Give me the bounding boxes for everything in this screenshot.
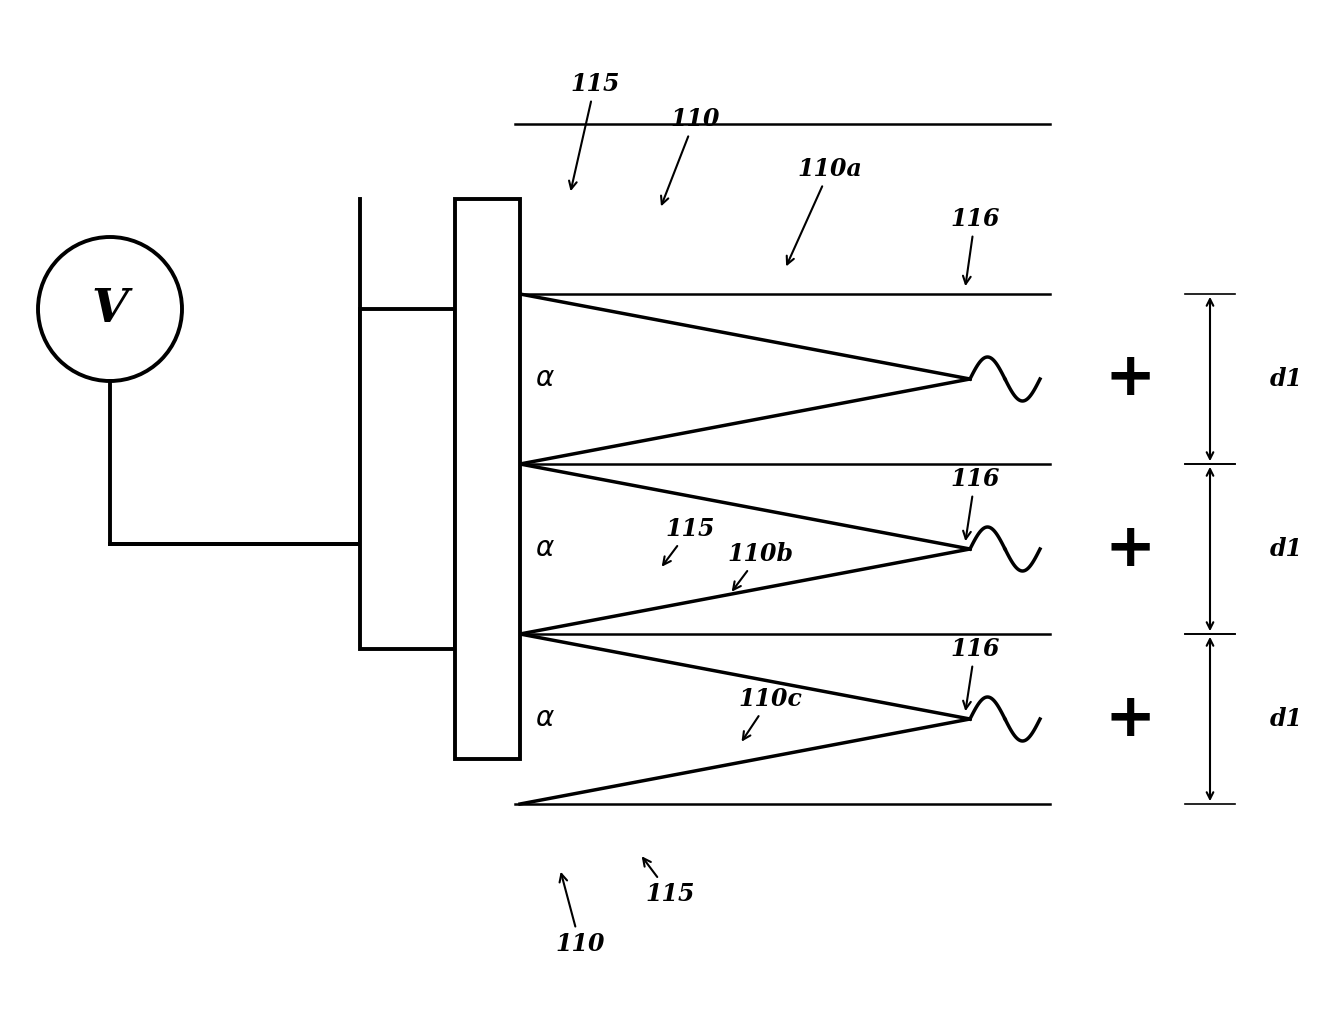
Bar [456,199,519,759]
Text: 110: 110 [661,107,719,204]
Text: 115: 115 [643,858,695,906]
Text: $\alpha$: $\alpha$ [535,365,555,392]
Text: 116: 116 [950,637,1000,709]
Text: $\alpha$: $\alpha$ [535,535,555,563]
Text: 110a: 110a [787,157,862,264]
Text: d1: d1 [1269,367,1303,391]
Text: +: + [1104,520,1156,578]
Text: 115: 115 [569,72,619,189]
Text: V: V [92,286,128,332]
Text: 110c: 110c [738,687,802,740]
Text: +: + [1104,689,1156,748]
Bar [360,309,456,649]
Text: 110: 110 [555,874,605,956]
Text: $\alpha$: $\alpha$ [535,706,555,733]
Text: 116: 116 [950,207,1000,284]
Text: +: + [1104,350,1156,409]
Text: 115: 115 [663,517,715,565]
Text: 116: 116 [950,467,1000,539]
Text: 110b: 110b [727,542,793,590]
Text: d1: d1 [1269,537,1303,561]
Text: d1: d1 [1269,707,1303,731]
